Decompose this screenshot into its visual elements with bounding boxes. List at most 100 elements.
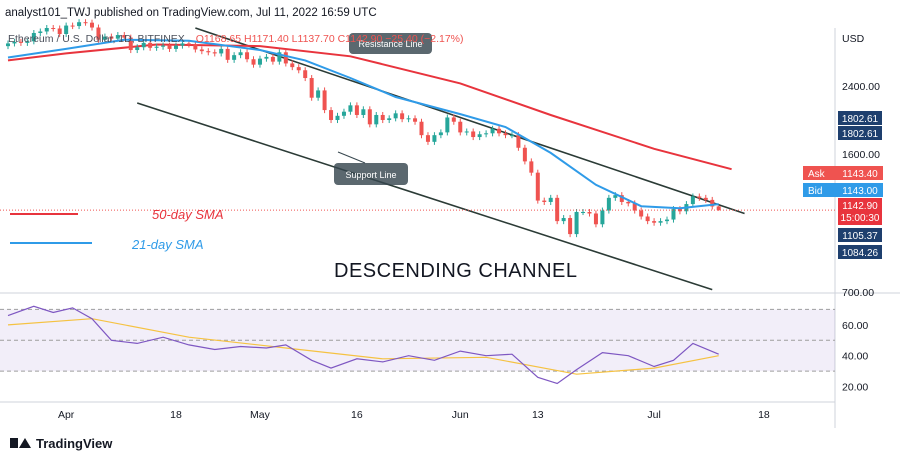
candles — [5, 19, 721, 238]
candle-body — [542, 200, 547, 202]
price-tick-label: 2400.00 — [842, 81, 880, 93]
candle-body — [548, 197, 553, 202]
candle-body — [70, 25, 75, 27]
candle-body — [509, 135, 514, 137]
candle-body — [167, 45, 172, 49]
candle-body — [490, 128, 495, 134]
candle-body — [658, 221, 663, 223]
resistance-label: Resistance Line — [358, 39, 422, 49]
candle-body — [400, 113, 405, 120]
rsi-axis: 60.00 40.00 20.00 — [842, 320, 868, 394]
tradingview-logo-icon — [10, 436, 31, 450]
support-label-box[interactable] — [334, 163, 408, 185]
level-box-2: 1802.61 — [838, 126, 882, 140]
ohlc-values: O1168.65 H1171.40 L1137.70 C1142.90 −25.… — [196, 33, 464, 45]
price-axis: 2400.00 1600.00 700.00 — [842, 81, 880, 299]
candle-body — [173, 45, 178, 49]
candle-body — [251, 59, 256, 65]
last-price-label: 1142.90 — [842, 201, 878, 212]
ask-box: Ask 1143.40 — [803, 166, 883, 180]
candle-body — [109, 36, 114, 39]
candle-body — [96, 27, 101, 40]
candle-body — [5, 43, 11, 47]
sma21-legend-label: 21-day SMA — [131, 237, 204, 252]
candle-body — [380, 114, 385, 121]
candle-body — [89, 22, 94, 28]
support-line[interactable] — [136, 102, 713, 291]
bid-value: 1143.00 — [842, 186, 878, 197]
candle-body — [367, 109, 372, 125]
time-tick-label: May — [250, 409, 271, 421]
candle-body — [471, 131, 476, 138]
candle-body — [535, 172, 540, 201]
bid-box: Bid 1143.00 — [803, 183, 883, 197]
price-tick-label: 1600.00 — [842, 149, 880, 161]
candle-body — [148, 42, 153, 48]
rsi-tick-label: 40.00 — [842, 351, 868, 363]
channel-title: DESCENDING CHANNEL — [334, 260, 577, 282]
level-label-4: 1084.26 — [842, 248, 879, 259]
candle-body — [206, 51, 211, 53]
candle-body — [354, 105, 359, 115]
candle-body — [581, 212, 586, 214]
candle-body — [458, 121, 463, 133]
candle-body — [257, 58, 262, 65]
candle-body — [51, 28, 56, 29]
level-box-1: 1802.61 — [838, 111, 882, 125]
candle-body — [283, 52, 288, 64]
currency-label: USD — [842, 33, 865, 45]
candle-body — [645, 216, 650, 222]
sma50-legend-label: 50-day SMA — [152, 207, 224, 222]
candle-body — [180, 43, 185, 46]
candle-body — [348, 105, 353, 112]
time-tick-label: 18 — [170, 409, 182, 421]
candle-body — [613, 195, 618, 198]
candle-body — [212, 52, 217, 54]
candle-body — [135, 47, 140, 51]
candle-body — [277, 52, 282, 62]
candle-body — [128, 37, 133, 51]
support-pointer — [337, 151, 366, 164]
candle-body — [44, 28, 49, 32]
brand-label: TradingView — [36, 435, 113, 451]
candle-body — [102, 36, 107, 40]
candle-body — [232, 55, 237, 60]
candle-body — [18, 41, 23, 43]
candle-body — [639, 210, 644, 217]
candle-body — [438, 132, 443, 136]
resistance-label-box[interactable] — [349, 33, 432, 54]
tradingview-footer: TradingView — [10, 433, 112, 453]
time-tick-label: 18 — [758, 409, 770, 421]
candle-body — [445, 117, 450, 133]
sma50-line — [7, 43, 732, 171]
ask-label: Ask — [808, 169, 826, 180]
time-tick-label: 16 — [351, 409, 363, 421]
candle-body — [432, 135, 437, 142]
candle-body — [484, 133, 489, 135]
candle-body — [290, 63, 295, 68]
price-tick-label: 700.00 — [842, 287, 874, 299]
candle-body — [57, 28, 62, 35]
level-box-3: 1105.37 — [838, 228, 882, 242]
candle-body — [652, 221, 657, 223]
candle-body — [393, 113, 398, 119]
candle-body — [425, 135, 430, 142]
candle-body — [77, 22, 82, 27]
candle-body — [477, 134, 482, 138]
rsi-line — [7, 305, 719, 385]
candle-body — [186, 43, 191, 45]
candle-body — [716, 206, 721, 211]
candle-body — [341, 111, 346, 116]
candle-body — [619, 195, 624, 202]
candle-body — [270, 56, 275, 62]
candle-body — [199, 49, 204, 52]
candle-body — [697, 196, 702, 198]
candle-body — [141, 42, 146, 48]
candle-body — [451, 117, 456, 122]
countdown-label: 15:00:30 — [841, 213, 880, 224]
candle-body — [665, 219, 670, 222]
candle-body — [329, 110, 334, 121]
time-tick-label: Jul — [647, 409, 660, 421]
candle-body — [593, 213, 598, 225]
candle-body — [568, 218, 573, 235]
